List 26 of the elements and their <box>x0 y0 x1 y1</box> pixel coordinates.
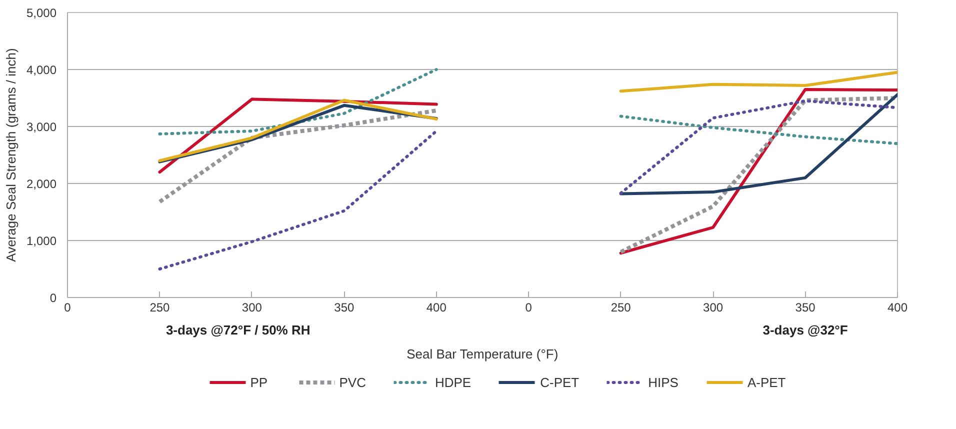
x-tick-label: 350 <box>795 300 816 314</box>
x-tick-label: 0 <box>64 300 72 314</box>
legend-label: A-PET <box>747 374 786 390</box>
x-tick-label: 400 <box>426 300 447 314</box>
legend-label: HDPE <box>434 374 472 390</box>
y-axis-title: Average Seal Strength (grams / inch) <box>3 48 18 262</box>
y-tick-label: 3,000 <box>26 120 57 134</box>
legend-label: HIPS <box>648 374 678 390</box>
y-tick-label: 0 <box>50 291 57 305</box>
x-tick-label: 250 <box>610 300 632 314</box>
y-tick-label: 1,000 <box>26 234 57 248</box>
x-axis-title: Seal Bar Temperature (°F) <box>406 346 558 362</box>
text: 3-days @72°F / 50% RH <box>166 322 310 338</box>
y-tick-label: 5,000 <box>26 6 57 20</box>
x-tick-label: 300 <box>242 300 262 314</box>
legend-label: PVC <box>339 374 366 390</box>
y-tick-label: 2,000 <box>26 177 57 191</box>
x-tick-label: 300 <box>703 300 724 314</box>
x-tick-label: 350 <box>334 300 355 314</box>
x-tick-label: 0 <box>525 300 532 314</box>
legend-label: C-PET <box>540 374 580 390</box>
legend-label: PP <box>250 374 269 390</box>
x-tick-label: 400 <box>887 300 908 314</box>
text: 3-days @32°F <box>762 322 848 338</box>
x-tick-label: 250 <box>150 300 170 314</box>
y-tick-label: 4,000 <box>26 63 57 77</box>
